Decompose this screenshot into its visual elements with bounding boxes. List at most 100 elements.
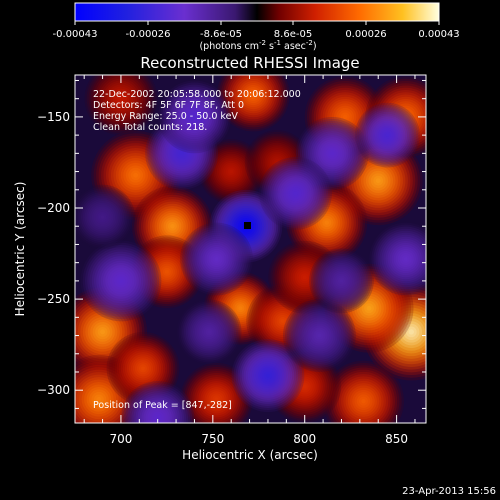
heatmap-blob-contour [277, 175, 314, 212]
heatmap-blob-contour [139, 399, 176, 423]
heatmap-blob-contour [299, 195, 354, 250]
heatmap-blob-contour [158, 212, 186, 240]
x-tick-label: 750 [201, 432, 224, 446]
heatmap-blob-contour [204, 246, 229, 272]
heatmap-blob-contour [305, 127, 359, 180]
heatmap-blob-contour [296, 269, 313, 286]
heatmap-blob-contour [276, 248, 334, 306]
heatmap-blob-contour [365, 113, 409, 157]
heatmap-blob-contour [325, 264, 358, 298]
heatmap-blob-contour [334, 371, 393, 423]
heatmap-blob-contour [308, 129, 357, 178]
heatmap-blob-contour [280, 252, 329, 302]
colorbar-unit-label: (photons cm-2 s-1 asec-2) [199, 39, 316, 52]
heatmap-blob-contour [381, 302, 426, 362]
heatmap-blob-contour [317, 213, 336, 232]
heatmap-blob-contour [84, 384, 114, 415]
heatmap-blob-contour [75, 186, 134, 248]
heatmap-blob-contour [272, 310, 293, 332]
heatmap-blob-contour [132, 237, 202, 307]
heatmap-blob-contour [134, 188, 211, 265]
heatmap-blob-contour [329, 367, 398, 423]
heatmap-blob-contour [367, 78, 426, 156]
heatmap-blob-contour [142, 247, 192, 297]
heatmap-blob-contour [270, 308, 295, 334]
colorbar-tick-label: -8.6e-05 [200, 29, 242, 40]
plot-axes: 700 750 800 850 −150 −200 −250 −300 [37, 75, 426, 446]
heatmap-blob-contour [188, 110, 201, 123]
heatmap-blob-contour [191, 313, 228, 350]
heatmap-blob-contour [125, 165, 146, 186]
heatmap-blob-contour [355, 158, 401, 203]
heatmap-blob-contour [342, 114, 348, 120]
heatmap-blob-contour [203, 326, 215, 338]
heatmap-blob-contour [264, 149, 290, 176]
heatmap-blob-contour [256, 294, 309, 348]
heatmap-blob [75, 184, 135, 250]
heatmap-blob-contour [75, 299, 135, 365]
x-axis-label: Heliocentric X (arcsec) [182, 448, 318, 462]
heatmap-blob-contour [88, 202, 117, 232]
heatmap-blob-contour [266, 304, 299, 338]
heatmap-blob-contour [322, 94, 368, 140]
heatmap-blob-contour [278, 316, 287, 326]
heatmap-blob-contour [124, 350, 162, 387]
heatmap-blob-contour [86, 200, 119, 234]
heatmap-blob-contour [212, 395, 221, 404]
heatmap-blob-contour [154, 259, 180, 284]
heatmap-blob-contour [160, 82, 229, 152]
heatmap-blob-contour [182, 224, 251, 294]
heatmap-blob-contour [381, 234, 426, 284]
heatmap-blob-contour [151, 123, 212, 184]
heatmap-blob-contour [293, 309, 346, 362]
heatmap-blob-contour [95, 324, 110, 340]
heatmap-blob-contour [272, 354, 338, 419]
heatmap-blob-contour [163, 217, 182, 236]
heatmap-blob-contour [297, 313, 342, 358]
heatmap-blob-contour [405, 326, 417, 338]
heatmap-blob-contour [260, 146, 294, 179]
heatmap-blob-contour [155, 127, 208, 180]
heatmap-blob-contour [350, 387, 377, 415]
heatmap-blob-contour [295, 311, 344, 360]
heatmap-blob-contour [385, 133, 390, 137]
heatmap-blob-contour [255, 363, 281, 388]
y-tick-label: −150 [37, 110, 70, 124]
heatmap-blob-contour [261, 369, 275, 382]
heatmap-blob-contour [75, 362, 136, 423]
heatmap-blob-contour [369, 117, 406, 154]
plot-frame [74, 74, 427, 424]
heatmap-blob-contour [143, 197, 202, 256]
heatmap-blob-contour [216, 283, 265, 333]
heatmap-blob-contour [364, 303, 374, 314]
heatmap-blob [158, 80, 231, 154]
heatmap-blob-contour [196, 319, 222, 345]
heatmap-blob [369, 222, 426, 296]
heatmap-blob-contour [184, 106, 205, 128]
heatmap-blob-contour [369, 80, 426, 153]
heatmap-blob [268, 240, 342, 314]
heatmap-blob-contour [299, 315, 340, 356]
heatmap-blob-contour [226, 75, 280, 122]
heatmap-blob-contour [263, 371, 272, 380]
heatmap-blob-contour [257, 142, 297, 183]
heatmap-blob-contour [347, 385, 380, 417]
heatmap-blob-contour [308, 204, 345, 241]
heatmap-blob-contour [232, 300, 249, 317]
heatmap-blob-contour [276, 314, 289, 328]
heatmap-blob-contour [332, 369, 395, 423]
heatmap-blob-contour [293, 191, 298, 196]
heatmap-blob-contour [235, 343, 301, 408]
heatmap-blob-contour [329, 268, 409, 348]
heatmap-blob-contour [346, 285, 392, 331]
heatmap-blob-contour [319, 259, 364, 303]
y-axis-label: Heliocentric Y (arcsec) [13, 182, 27, 317]
heatmap-blob-contour [140, 194, 204, 258]
heatmap-blob-contour [336, 276, 402, 341]
heatmap-blob-contour [118, 278, 124, 284]
heatmap-blob-contour [110, 336, 176, 401]
heatmap-blob-contour [137, 397, 178, 423]
heatmap-blob-contour [251, 137, 303, 188]
heatmap-blob-contour [314, 253, 369, 308]
heatmap-blob-contour [141, 401, 174, 423]
